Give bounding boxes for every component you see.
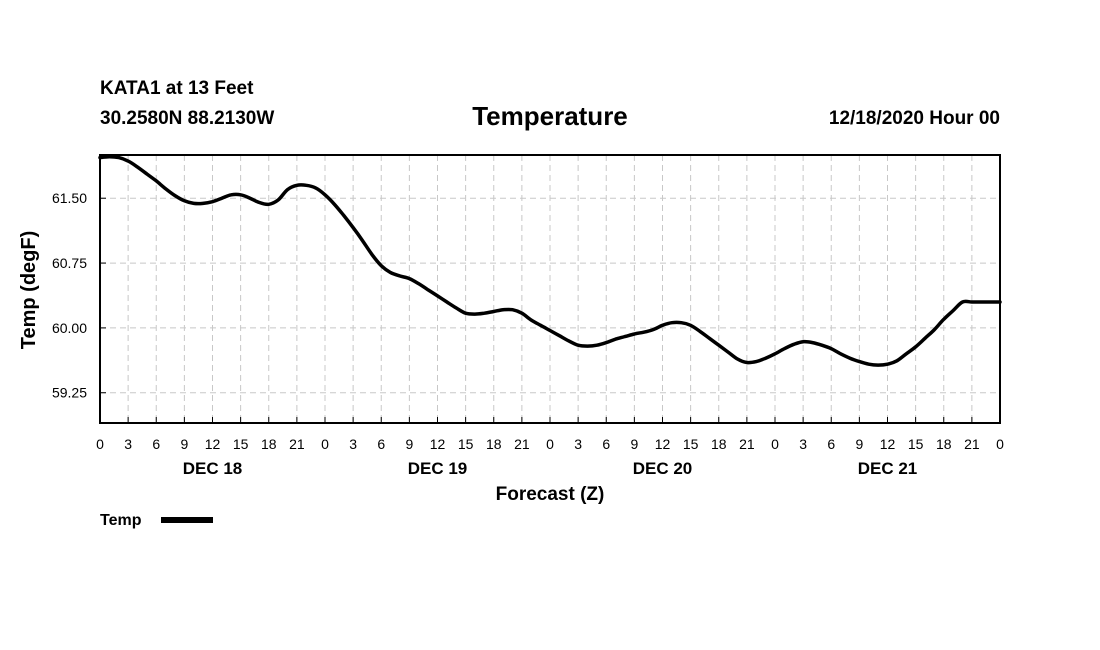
x-tick-label: 18: [486, 436, 502, 452]
issue-time: 12/18/2020 Hour 00: [829, 108, 1000, 129]
temp-series-line: [98, 154, 1002, 367]
x-tick-label: 18: [261, 436, 277, 452]
station-location: 30.2580N 88.2130W: [100, 108, 274, 129]
x-tick-label: 15: [908, 436, 924, 452]
x-tick-label: 15: [683, 436, 699, 452]
x-tick-label: 12: [880, 436, 896, 452]
station-title: KATA1 at 13 Feet: [100, 78, 254, 99]
x-tick-label: 9: [855, 436, 863, 452]
x-tick-label: 3: [349, 436, 357, 452]
chart-title: Temperature: [472, 101, 628, 131]
y-tick-label: 60.75: [52, 255, 87, 271]
x-tick-label: 18: [711, 436, 727, 452]
legend-label: Temp: [100, 512, 142, 529]
axis-ticks: 0 3 6 9 12 15 18 21 0 3 6 9 12 15 18 21 0 3 6 9 12 15 18 21 0 3 6 9…: [52, 190, 1004, 478]
x-tick-label: 18: [936, 436, 952, 452]
x-tick-label: 0: [546, 436, 554, 452]
x-tick-label: 15: [458, 436, 474, 452]
x-axis-label: Forecast (Z): [496, 484, 605, 505]
y-tick-label: 60.00: [52, 320, 87, 336]
y-tick-label: 59.25: [52, 385, 87, 401]
x-tick-label: 12: [205, 436, 221, 452]
legend-swatch: [161, 517, 213, 523]
x-tick-label: 6: [152, 436, 160, 452]
x-tick-label: 12: [430, 436, 446, 452]
grid: [100, 155, 1000, 423]
x-tick-label: 21: [514, 436, 530, 452]
x-tick-label: 9: [630, 436, 638, 452]
x-tick-label: 9: [180, 436, 188, 452]
day-label: DEC 19: [408, 459, 468, 478]
x-tick-label: 0: [96, 436, 104, 452]
day-label: DEC 21: [858, 459, 918, 478]
y-tick-label: 61.50: [52, 190, 87, 206]
x-tick-label: 3: [574, 436, 582, 452]
legend: Temp: [100, 512, 213, 529]
x-tick-label: 6: [377, 436, 385, 452]
day-label: DEC 18: [183, 459, 243, 478]
series-layer: [98, 154, 1002, 367]
x-tick-label: 6: [827, 436, 835, 452]
x-tick-label: 0: [771, 436, 779, 452]
y-axis-label: Temp (degF): [18, 231, 40, 350]
x-tick-label: 12: [655, 436, 671, 452]
x-tick-label: 0: [996, 436, 1004, 452]
x-tick-label: 21: [739, 436, 755, 452]
x-tick-label: 9: [405, 436, 413, 452]
x-tick-label: 3: [799, 436, 807, 452]
x-tick-label: 21: [964, 436, 980, 452]
day-label: DEC 20: [633, 459, 693, 478]
x-tick-label: 0: [321, 436, 329, 452]
x-tick-label: 3: [124, 436, 132, 452]
x-tick-label: 21: [289, 436, 305, 452]
x-tick-label: 6: [602, 436, 610, 452]
x-tick-label: 15: [233, 436, 249, 452]
